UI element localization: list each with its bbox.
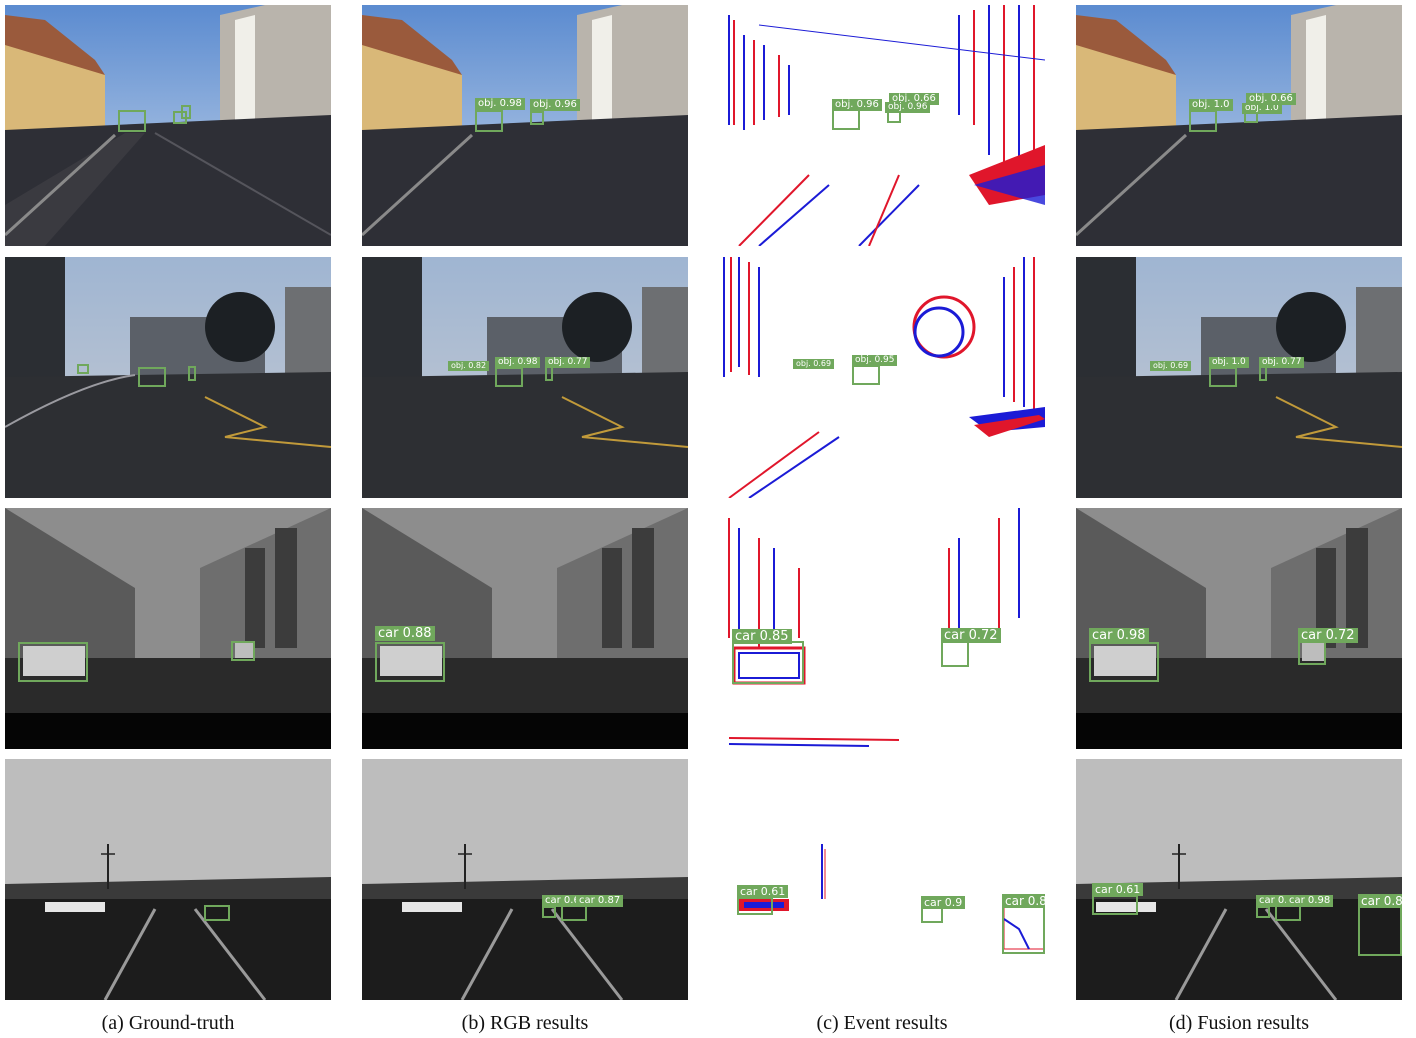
detection-label: obj. 0.96	[530, 99, 580, 111]
detection-box	[1256, 906, 1270, 918]
detection-box	[832, 108, 860, 130]
detection-box	[1209, 367, 1237, 387]
caption-fusion-results: (d) Fusion results	[1169, 1012, 1309, 1034]
row3-event-image: car 0.85 car 0.72	[719, 508, 1045, 749]
gt-box	[18, 642, 88, 682]
detection-label: car 0.88	[375, 626, 435, 641]
detection-label: obj. 1.0	[1189, 99, 1233, 111]
detection-box	[1189, 110, 1217, 132]
row3-fusion-image: car 0.98 car 0.72	[1076, 508, 1402, 749]
detection-label: car 0.61	[1092, 883, 1144, 896]
detection-box	[561, 905, 587, 921]
caption-event-results: (c) Event results	[816, 1012, 948, 1034]
detection-label: car 0.72	[941, 628, 1001, 643]
detection-label: car 0.8	[1358, 894, 1402, 908]
detection-label: obj. 1.0	[1242, 103, 1282, 114]
detection-label: obj. 0.77	[1259, 357, 1305, 368]
detection-box	[732, 641, 804, 684]
row1-rgb-image: obj. 0.98 obj. 0.96	[362, 5, 688, 246]
row1-event-image: obj. 0.96 obj. 0.66 obj. 0.96	[719, 5, 1045, 246]
detection-label: obj. 0.98	[475, 98, 525, 110]
detection-label: obj. 0.98	[495, 357, 541, 368]
detection-label: car 0.98	[1089, 628, 1149, 643]
detection-box	[542, 906, 556, 918]
detection-label: obj. 0.82	[448, 361, 490, 371]
detection-label: obj. 1.0	[1209, 357, 1249, 368]
detection-box	[475, 110, 503, 132]
row4-rgb-image: car 0.62 car 0.87	[362, 759, 688, 1000]
caption-ground-truth: (a) Ground-truth	[101, 1012, 235, 1034]
row2-groundtruth-image	[5, 257, 331, 498]
gt-box	[204, 905, 230, 921]
detection-box	[1092, 895, 1138, 915]
detection-box	[545, 366, 553, 381]
detection-label: obj. 0.66	[1246, 93, 1296, 105]
detection-label: car 0.61	[737, 885, 789, 898]
row1-fusion-image: obj. 1.0 obj. 1.0 obj. 0.66	[1076, 5, 1402, 246]
detection-label: car 0.87	[576, 895, 624, 907]
gt-box	[118, 110, 146, 132]
gt-box	[188, 366, 196, 381]
detection-box	[1089, 642, 1159, 682]
detection-label: obj. 0.96	[885, 102, 931, 113]
detection-box	[941, 641, 969, 667]
detection-label: obj. 0.69	[1150, 361, 1192, 371]
row4-groundtruth-image	[5, 759, 331, 1000]
detection-label: obj. 0.69	[793, 359, 835, 369]
detection-label: car 0.85	[732, 629, 792, 644]
detection-box	[1275, 905, 1301, 921]
row1-groundtruth-image	[5, 5, 331, 246]
row2-rgb-image: obj. 0.82 obj. 0.98 obj. 0.77	[362, 257, 688, 498]
detection-label: obj. 0.77	[545, 357, 591, 368]
gt-box	[231, 641, 255, 661]
detection-label: car 0.72	[1298, 628, 1358, 643]
gt-box	[138, 367, 166, 387]
detection-box	[1298, 641, 1326, 665]
detection-box	[852, 365, 880, 385]
detection-box	[737, 897, 773, 915]
gt-box	[181, 105, 191, 119]
row4-fusion-image: car 0.61 car 0.62 car 0.98 car 0.8	[1076, 759, 1402, 1000]
detection-box	[921, 907, 943, 923]
row2-fusion-image: obj. 0.69 obj. 1.0 obj. 0.77	[1076, 257, 1402, 498]
detection-box	[1259, 366, 1267, 381]
detection-label: car 0.9	[921, 896, 966, 909]
detection-box	[530, 111, 544, 125]
row2-event-image: obj. 0.69 obj. 0.95	[719, 257, 1045, 498]
detection-label: car 0.98	[1286, 895, 1334, 907]
row3-groundtruth-image	[5, 508, 331, 749]
detection-label: obj. 0.95	[852, 355, 898, 366]
row3-rgb-image: car 0.88	[362, 508, 688, 749]
detection-box	[495, 367, 523, 387]
detection-label: car 0.8	[1002, 894, 1045, 908]
gt-box	[77, 364, 89, 374]
detection-box	[375, 642, 445, 682]
row4-event-image: car 0.61 car 0.9 car 0.8	[719, 759, 1045, 1000]
caption-rgb-results: (b) RGB results	[461, 1012, 589, 1034]
figure-grid: obj. 0.98 obj. 0.96 obj. 0.9	[5, 5, 1402, 1000]
detection-label: obj. 0.96	[832, 99, 882, 111]
